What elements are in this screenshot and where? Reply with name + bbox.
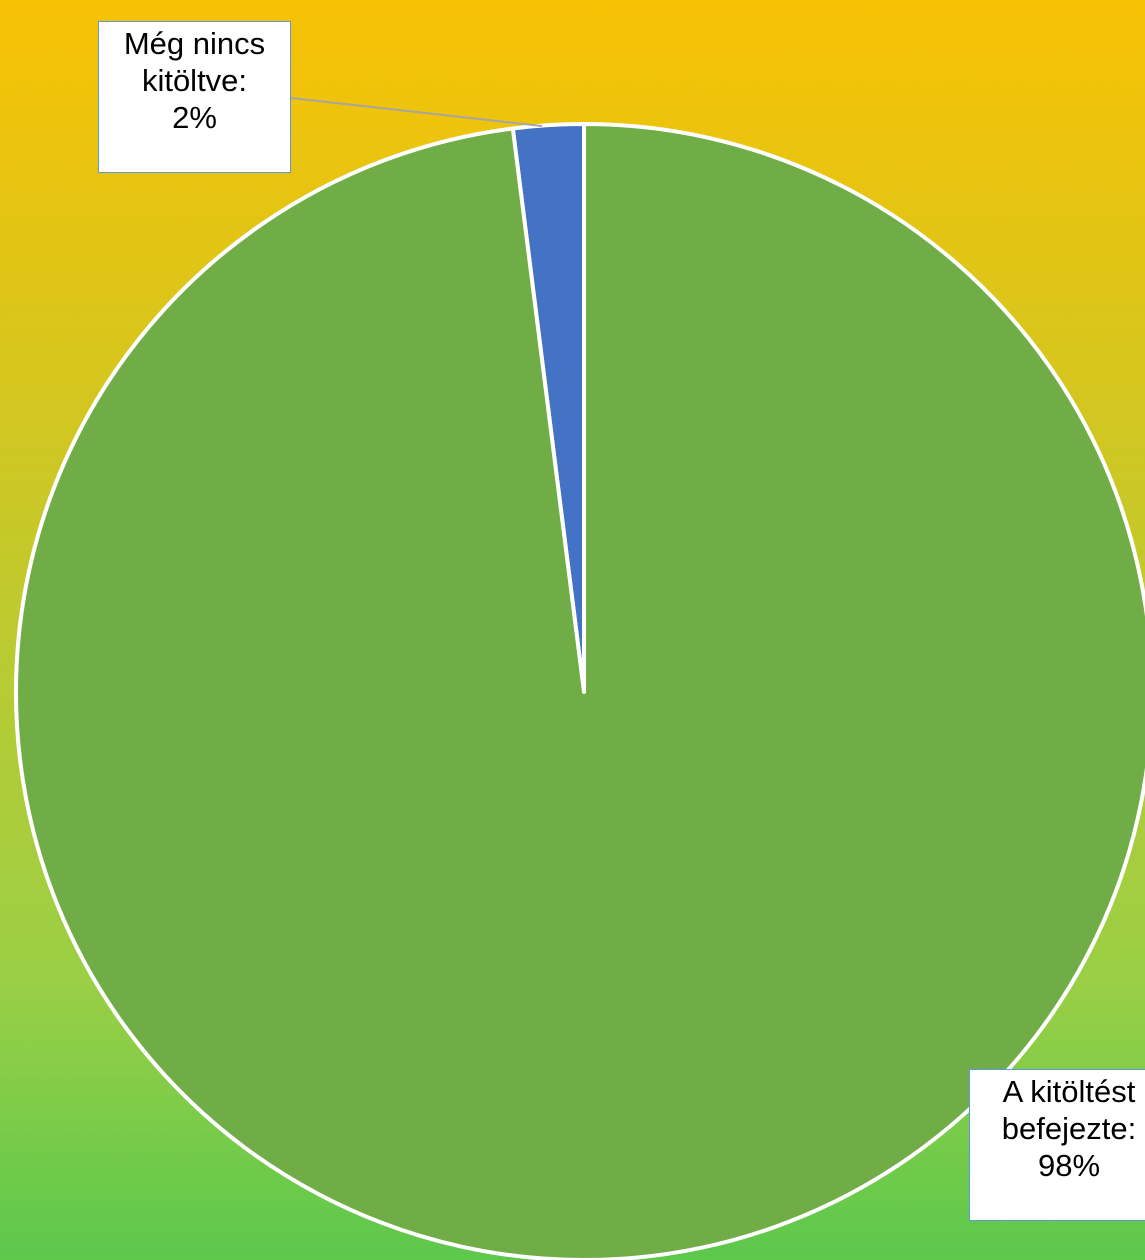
data-label-value: 98% bbox=[1037, 1148, 1101, 1183]
data-label-line: A kitöltést bbox=[1002, 1074, 1136, 1109]
data-label-line: Még nincs bbox=[123, 26, 266, 61]
data-label-value: 2% bbox=[172, 100, 217, 135]
data-label-line: befejezte: bbox=[1001, 1111, 1137, 1146]
pie-slice-1 bbox=[14, 122, 1145, 1260]
data-label-line: kitöltve: bbox=[141, 63, 248, 98]
data-label-slice-1: A kitöltést befejezte: 98% bbox=[969, 1069, 1145, 1221]
leader-line-slice-0 bbox=[290, 97, 543, 127]
data-label-slice-0: Még nincs kitöltve: 2% bbox=[98, 21, 291, 173]
